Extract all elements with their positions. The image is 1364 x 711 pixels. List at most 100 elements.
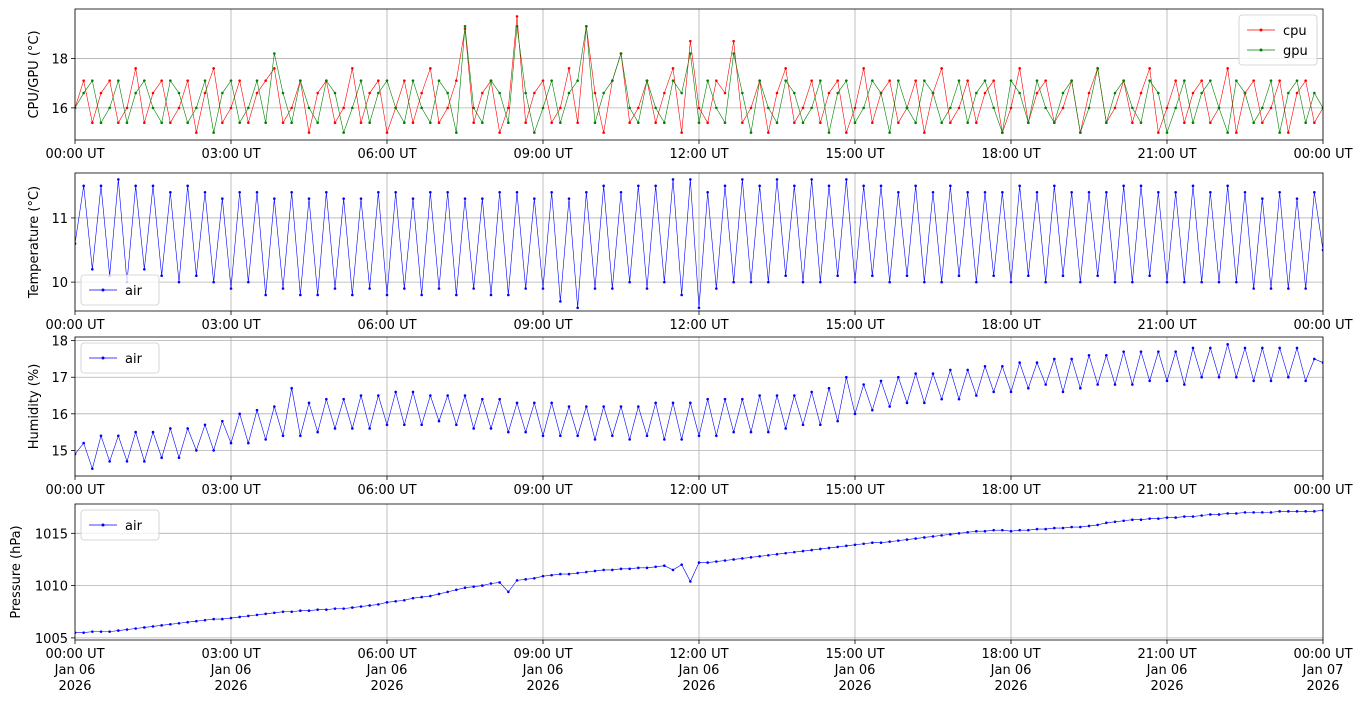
data-point [663, 438, 666, 441]
data-point [1070, 79, 1073, 82]
data-point [247, 614, 250, 618]
data-point [550, 79, 553, 82]
data-point [420, 293, 423, 297]
data-point [498, 91, 501, 95]
data-point [1243, 511, 1247, 514]
data-point [1295, 197, 1299, 200]
data-point [351, 606, 354, 609]
data-point [125, 106, 129, 110]
data-point [1044, 280, 1047, 284]
data-point [446, 394, 449, 397]
data-point [1070, 357, 1073, 361]
data-point [905, 106, 909, 110]
data-point [1252, 121, 1255, 124]
data-point [515, 25, 519, 28]
legend-label: air [125, 519, 143, 534]
data-point [82, 441, 85, 445]
data-point [177, 621, 181, 625]
data-point [541, 79, 545, 82]
data-point [524, 578, 527, 581]
data-point [689, 401, 692, 405]
data-point [1183, 383, 1186, 386]
data-point [429, 67, 432, 70]
data-point [1226, 67, 1229, 70]
data-point [793, 121, 796, 124]
data-point [723, 121, 727, 124]
x-tick-label: 15:00 UT [825, 483, 884, 498]
data-point [134, 67, 137, 70]
data-point [134, 627, 137, 630]
data-point [645, 566, 649, 570]
data-point [611, 434, 614, 438]
data-point [1269, 287, 1273, 290]
data-point [82, 91, 85, 95]
data-point [1105, 521, 1108, 525]
data-point [533, 131, 536, 134]
data-point [1287, 91, 1290, 95]
data-point [437, 79, 441, 82]
data-point [619, 405, 623, 408]
data-point [576, 306, 579, 310]
data-point [1105, 190, 1108, 194]
data-point [385, 293, 389, 297]
data-point [299, 79, 302, 82]
data-point [377, 79, 380, 82]
data-point [611, 287, 614, 290]
data-point [654, 184, 657, 188]
data-point [463, 586, 467, 589]
data-point [871, 121, 874, 124]
data-point [1235, 512, 1238, 515]
data-point [1174, 516, 1177, 519]
data-point [983, 91, 987, 95]
data-point [992, 528, 995, 532]
data-point [871, 274, 874, 277]
data-point [1295, 91, 1299, 95]
data-point [905, 274, 909, 277]
data-point [229, 106, 233, 110]
data-point [507, 430, 510, 434]
data-point [325, 79, 328, 82]
plot-area [75, 343, 1323, 470]
data-point [628, 438, 631, 441]
data-point [888, 405, 891, 408]
data-point [1209, 513, 1212, 516]
data-point [125, 460, 129, 463]
data-point [186, 184, 189, 188]
data-point [307, 609, 311, 613]
data-point [117, 178, 120, 181]
data-point [160, 79, 163, 82]
data-point [1113, 383, 1117, 386]
data-point [299, 434, 302, 438]
x-tick-label: 21:00 UT Jan 06 2026 [1137, 647, 1196, 694]
data-point [221, 617, 224, 621]
data-point [195, 106, 198, 110]
data-point [663, 564, 666, 568]
axes-frame [74, 172, 1324, 312]
data-point [273, 611, 276, 615]
data-point [1243, 190, 1247, 194]
x-tick-label: 03:00 UT [201, 483, 260, 498]
data-point [897, 539, 900, 542]
data-point [697, 106, 701, 110]
data-point [394, 390, 397, 394]
data-point [680, 563, 683, 566]
data-point [91, 630, 94, 633]
y-axis-label: Temperature (°C) [27, 186, 42, 299]
legend-label: air [125, 352, 143, 367]
data-point [238, 412, 241, 416]
data-point [463, 25, 467, 28]
data-point [403, 287, 406, 290]
data-point [680, 438, 683, 441]
x-tick-label: 00:00 UT [45, 318, 104, 333]
data-point [1079, 525, 1082, 529]
data-point [1139, 518, 1143, 521]
data-point [663, 121, 666, 124]
data-point [602, 184, 605, 188]
data-point [966, 530, 969, 534]
data-point [221, 419, 224, 423]
data-point [143, 267, 146, 271]
data-point [1174, 350, 1177, 353]
data-point [229, 616, 233, 620]
data-point [923, 536, 926, 539]
data-point [671, 178, 675, 181]
